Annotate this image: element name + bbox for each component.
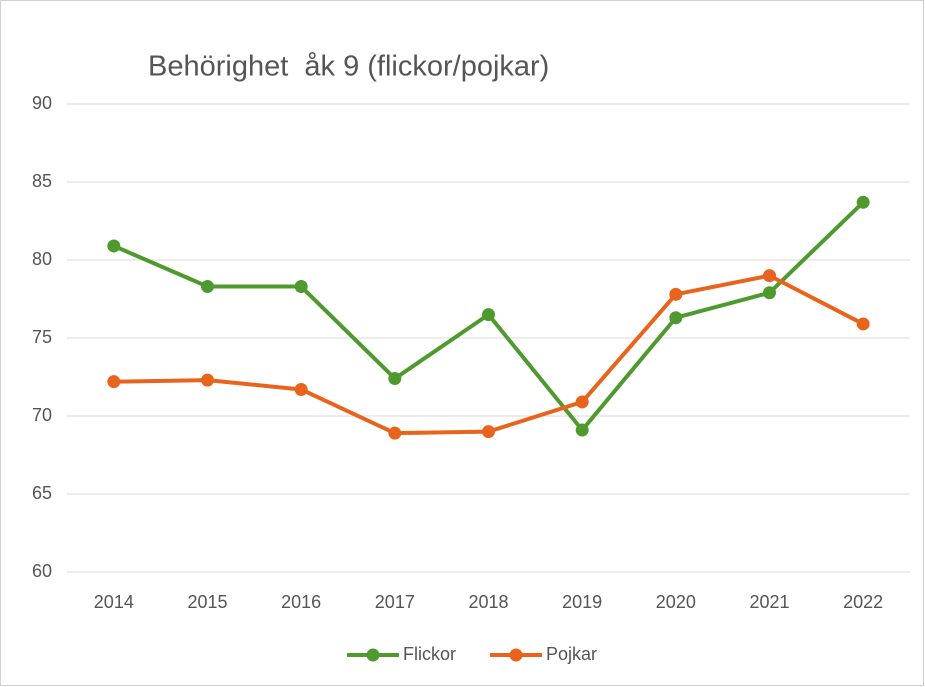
y-tick-label: 90	[32, 93, 52, 113]
data-point	[669, 287, 683, 301]
data-point	[575, 395, 589, 409]
legend-label: Pojkar	[546, 644, 597, 664]
data-point	[856, 195, 870, 209]
x-tick-label: 2014	[94, 592, 134, 612]
y-tick-label: 75	[32, 327, 52, 347]
data-point	[294, 382, 308, 396]
y-tick-label: 60	[32, 561, 52, 581]
data-point	[763, 269, 776, 283]
data-point	[294, 280, 308, 294]
data-point	[482, 308, 495, 322]
data-point	[107, 375, 121, 389]
x-tick-label: 2017	[375, 592, 415, 612]
y-tick-label: 85	[32, 171, 52, 191]
legend-marker	[509, 648, 523, 662]
x-tick-label: 2020	[656, 592, 696, 612]
data-point	[201, 280, 214, 294]
y-tick-label: 80	[32, 249, 52, 269]
legend-label: Flickor	[403, 644, 456, 664]
x-tick-label: 2016	[281, 592, 321, 612]
y-tick-label: 70	[32, 405, 52, 425]
data-point	[669, 311, 683, 325]
data-point	[575, 423, 589, 437]
data-point	[388, 426, 402, 440]
data-point	[107, 239, 121, 253]
x-tick-label: 2022	[843, 592, 883, 612]
x-tick-label: 2019	[562, 592, 602, 612]
chart-title: Behörighet åk 9 (flickor/pojkar)	[148, 51, 549, 83]
x-tick-label: 2018	[468, 592, 508, 612]
x-tick-label: 2015	[187, 592, 227, 612]
y-tick-label: 65	[32, 483, 52, 503]
data-point	[201, 373, 214, 387]
data-point	[763, 286, 776, 300]
legend-marker	[366, 648, 380, 662]
data-point	[856, 317, 870, 331]
x-tick-label: 2021	[749, 592, 789, 612]
data-point	[388, 372, 402, 386]
data-point	[482, 425, 495, 439]
